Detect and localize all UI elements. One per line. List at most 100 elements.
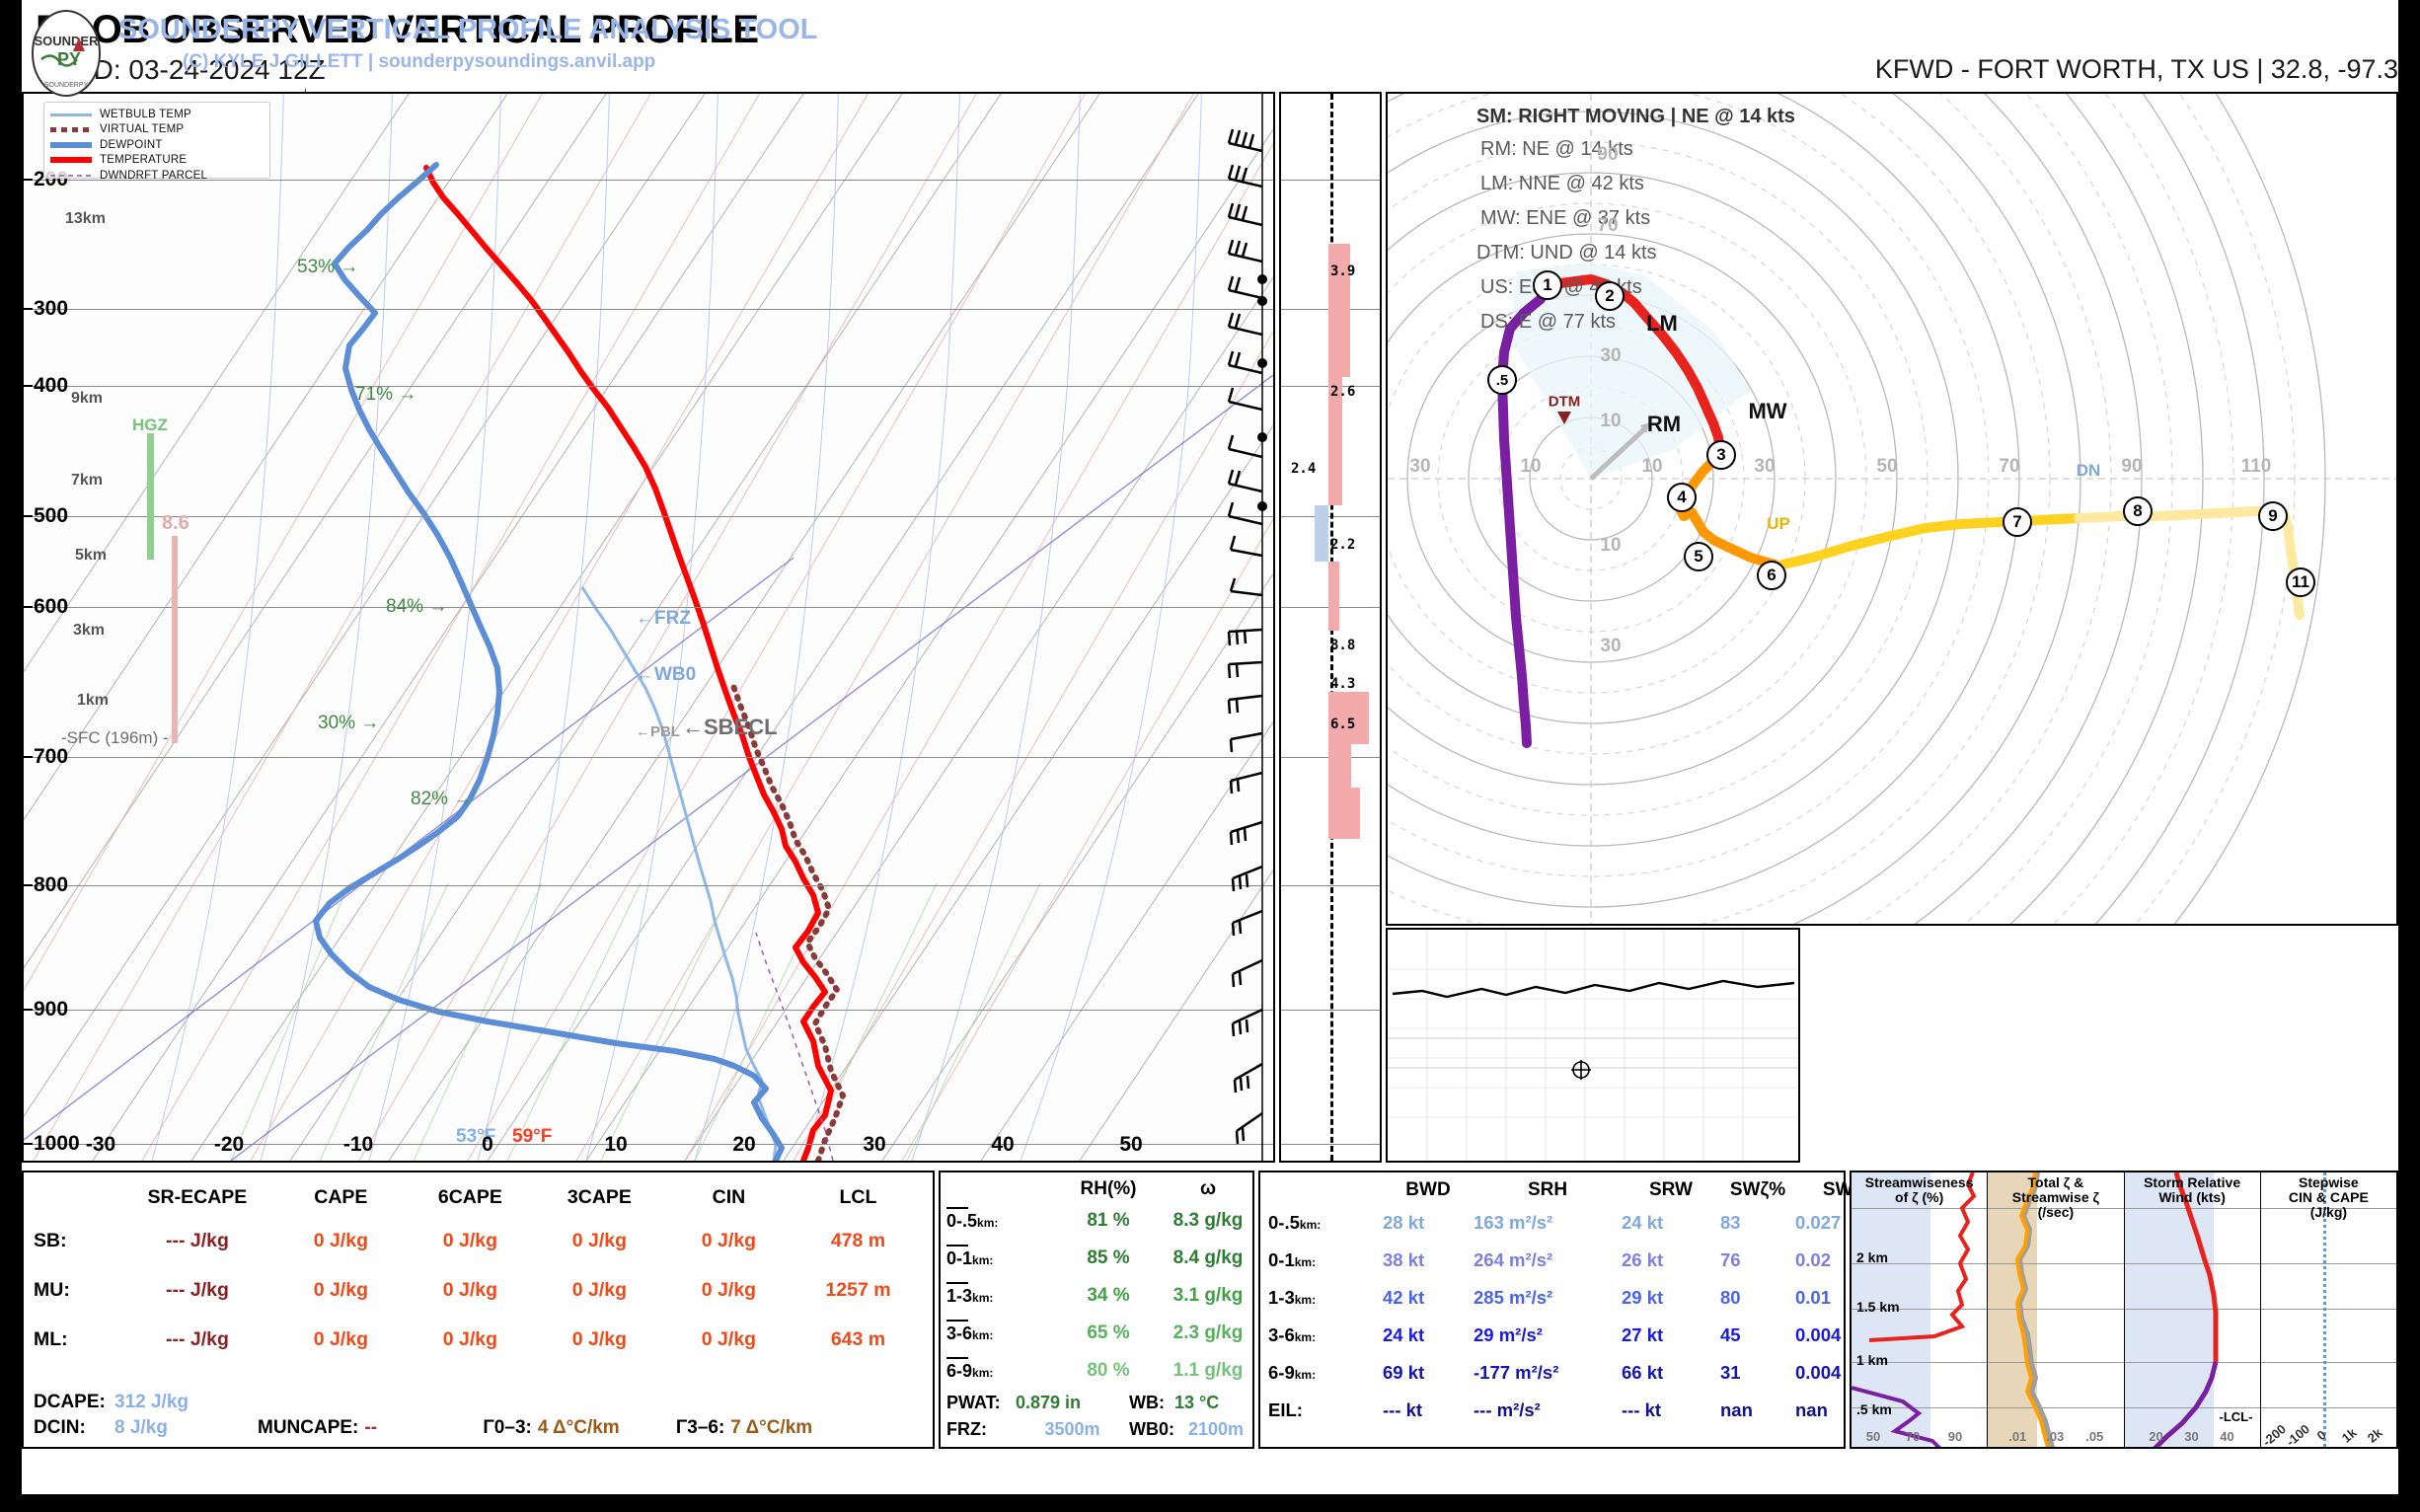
kinematics-table: BWD SRH SRW SWζ% SWζ 0-.5km: 28 kt 163 m… [1258,1171,1861,1449]
height-label-3km: 3km [73,622,106,639]
thermo-col-6cape: 6CAPE [437,1185,502,1208]
thermo-sb-cape: 0 J/kg [313,1229,368,1251]
thermo-col-3cape: 3CAPE [567,1185,632,1208]
station-info: KFWD - FORT WORTH, TX US | 32.8, -97.3 [1874,54,2398,84]
hodo-label-dn: DN [2076,461,2101,480]
dewpoint-swatch-icon [50,138,92,152]
isobar-400 [24,386,1273,387]
kin-row-0-label: 0-.5km: [1268,1212,1322,1233]
mini-panels[interactable]: Streamwiseness of ζ (%) 2 km 1.5 km 1 km… [1850,1171,2398,1449]
hodograph-panel[interactable]: SM: RIGHT MOVING | NE @ 14 kts RM: NE @ … [1386,92,2398,926]
moisture-mr-2: 3.1 g/kg [1172,1285,1244,1306]
legend-item-temperature: TEMPERATURE [50,153,264,169]
skewt-legend: WETBULB TEMP VIRTUAL TEMP DEWPOINT TEMPE… [43,102,270,182]
omega-panel[interactable]: 3.9 2.6 2.4 2.2 8.8 4.3 6.5 [1279,92,1382,1163]
sfc-temp-f: 59°F [512,1126,553,1147]
table-row: 1-3km: 42 kt 285 m²/s² 29 kt 80 0.01 [1260,1279,1844,1317]
sfc-label: -SFC (196m) - [61,728,169,747]
panel-srwind[interactable]: Storm Relative Wind (kts) -LCL- 20 30 40 [2124,1172,2261,1447]
panel-2-xtick-05: .05 [2085,1429,2104,1444]
legend-label-temperature: TEMPERATURE [100,154,188,167]
kin-swz-eil: nan [1795,1399,1828,1420]
kin-col-bwd: BWD [1405,1179,1451,1200]
dgz-bar [172,536,178,743]
hodo-label-lm: LM [1646,311,1678,336]
panel-2-xtick-01: .01 [2008,1429,2027,1444]
hodo-ring-10-v2: 10 [1600,535,1622,556]
panel-streamwiseness[interactable]: Streamwiseness of ζ (%) 2 km 1.5 km 1 km… [1852,1172,1989,1447]
hodo-ring-30-h2: 30 [1754,456,1776,477]
left-border [0,0,22,1512]
map-inset[interactable] [1386,928,1800,1163]
thermo-ml-6cape: 0 J/kg [442,1327,498,1350]
table-row: 0-.5km: 28 kt 163 m²/s² 24 kt 83 0.027 [1260,1204,1844,1242]
panel-4-xtick-0: 0 [2313,1427,2329,1444]
lapse-3-6-label: Γ3–6: [675,1417,725,1438]
wind-barb-column [1184,92,1279,1163]
hodo-lm: LM: NNE @ 42 kts [1480,173,1644,194]
brand-footer[interactable]: SOUNDER PY SOUNDERPY SOUNDERPY VERTICAL … [0,10,913,269]
pressure-label-500: 500 [34,504,69,527]
dwndrft-swatch-icon [50,169,92,183]
kin-swzpct-0: 83 [1720,1212,1741,1233]
isobar-200 [24,180,1273,181]
hodo-label-mw: MW [1748,399,1787,423]
kin-swzpct-3: 45 [1720,1324,1741,1345]
panel-height-0.5km: .5 km [1856,1401,1892,1417]
list-item: 0-1km: 85 % 8.4 g/kg [941,1240,1252,1277]
svg-text:SOUNDERPY: SOUNDERPY [44,82,89,89]
omega-bar-7 [1328,788,1360,839]
muncape-value: -- [364,1417,378,1438]
thermo-row-sb-label: SB: [34,1229,67,1251]
moisture-row-1-3-label: 1-3km: [946,1281,1063,1307]
hodo-point-8: 8 [2123,496,2153,526]
rh-label-53: 53% → [297,257,359,277]
kin-swzpct-1: 76 [1720,1249,1741,1270]
list-item: 0-.5km: 81 % 8.3 g/kg [941,1202,1252,1240]
thermo-sb-srecape: --- J/kg [165,1229,229,1251]
moisture-col-rh: RH(%) [1080,1178,1137,1199]
kin-swz-1: 0.02 [1795,1249,1832,1270]
omega-label-7: 6.5 [1330,717,1356,732]
rh-label-30: 30% → [318,713,380,733]
panel-3-xtick-40: 40 [2220,1429,2234,1444]
kin-bwd-0: 28 kt [1383,1212,1425,1233]
temp-tick-30: 30 [863,1133,886,1156]
kin-row-3-label: 3-6km: [1268,1324,1317,1345]
kin-swz-4: 0.004 [1795,1362,1842,1383]
table-row: 0-1km: 38 kt 264 m²/s² 26 kt 76 0.02 [1260,1242,1844,1279]
hodo-ring-70-v: 70 [1597,215,1619,236]
frz-value: 3500m [1044,1419,1100,1439]
panel-stepwise-cape[interactable]: Stepwise CIN & CAPE (J/kg) -200 -100 0 1… [2260,1172,2396,1447]
rh-label-71: 71% → [355,384,417,405]
hodo-ring-90-h: 90 [2121,456,2143,477]
panel-1-title: Streamwiseness of ζ (%) [1864,1174,1974,1205]
sfc-dewpoint-f: 53°F [456,1126,496,1147]
moisture-mr-0: 8.3 g/kg [1172,1210,1244,1231]
hodo-label-up: UP [1767,514,1790,533]
thermo-mu-srecape: --- J/kg [165,1278,229,1301]
kin-swzpct-eil: nan [1720,1399,1753,1420]
pressure-label-1000: 1000 [34,1132,80,1155]
kin-bwd-4: 69 kt [1383,1362,1425,1383]
kin-swz-0: 0.027 [1795,1212,1842,1233]
panel-vorticity[interactable]: Total ζ & Streamwise ζ (/sec) .01 .03 .0… [1988,1172,2125,1447]
thermo-mu-6cape: 0 J/kg [442,1278,498,1301]
legend-label-dwndrft: DWNDRFT PARCEL [100,169,208,182]
hodo-point-2: 2 [1595,281,1625,311]
kin-col-srh: SRH [1527,1179,1568,1200]
isobar-700 [24,757,1273,758]
skewt-panel[interactable]: 1000 900 800 700 600 500 400 300 200 1km… [22,92,1275,1163]
isobar-900 [24,1010,1273,1011]
bottom-border [0,1494,2420,1512]
thermo-mu-cape: 0 J/kg [313,1278,368,1301]
kin-srw-1: 26 kt [1622,1249,1664,1270]
thermo-row-mu-label: MU: [34,1278,70,1301]
panel-height-2km: 2 km [1856,1249,1888,1265]
pwat-value: 0.879 in [1016,1393,1082,1412]
hodo-ring-10-h2: 10 [1641,456,1663,477]
panel-1-plot [1852,1172,1977,1447]
thermo-table: SR-ECAPE CAPE 6CAPE 3CAPE CIN LCL SB: --… [22,1171,935,1449]
height-label-7km: 7km [71,472,104,489]
pwat-label: PWAT: [946,1393,1001,1412]
